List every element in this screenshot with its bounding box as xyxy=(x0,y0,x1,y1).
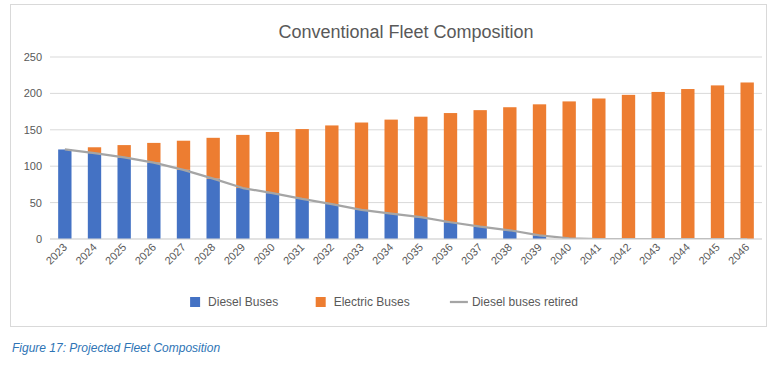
y-tick-label: 50 xyxy=(30,197,42,209)
legend: Diesel Buses Electric Buses Diesel buses r… xyxy=(190,295,578,309)
x-tick-label: 2029 xyxy=(221,241,247,267)
bar xyxy=(355,123,368,210)
bar xyxy=(562,101,575,238)
x-tick-label: 2033 xyxy=(340,241,366,267)
y-tick-label: 0 xyxy=(36,233,42,245)
bar xyxy=(355,210,368,239)
legend-label: Diesel Buses xyxy=(208,295,278,309)
bar xyxy=(117,157,130,239)
bar xyxy=(206,179,219,239)
bar xyxy=(147,143,160,163)
x-tick-label: 2032 xyxy=(310,241,336,267)
bar xyxy=(444,113,457,222)
bar xyxy=(295,129,308,199)
grid-line xyxy=(50,57,762,58)
bar xyxy=(681,89,694,239)
x-tick-label: 2023 xyxy=(43,241,69,267)
x-tick-label: 2043 xyxy=(637,241,663,267)
bar xyxy=(236,188,249,239)
x-tick-label: 2030 xyxy=(251,241,277,267)
bar xyxy=(414,217,427,239)
legend-swatch xyxy=(316,297,326,307)
y-tick-label: 100 xyxy=(24,160,42,172)
bar xyxy=(88,153,101,239)
x-tick-label: 2046 xyxy=(726,241,752,267)
legend-swatch xyxy=(450,301,468,303)
x-tick-label: 2042 xyxy=(607,241,633,267)
x-tick-label: 2024 xyxy=(73,241,99,267)
bar xyxy=(711,85,724,239)
bar xyxy=(622,95,635,239)
bar xyxy=(58,149,71,239)
x-tick-label: 2031 xyxy=(281,241,307,267)
bar xyxy=(473,227,486,239)
legend-label: Diesel buses retired xyxy=(472,295,578,309)
marks xyxy=(58,82,754,239)
bar xyxy=(592,98,605,239)
caption: Figure 17: Projected Fleet Composition xyxy=(12,341,220,355)
line xyxy=(65,149,747,239)
bar xyxy=(295,199,308,239)
chart-svg: Conventional Fleet Composition 0 50 100 150 2… xyxy=(0,0,780,369)
bar xyxy=(266,193,279,239)
bar xyxy=(651,92,664,239)
x-tick-label: 2041 xyxy=(577,241,603,267)
x-tick-label: 2028 xyxy=(192,241,218,267)
x-tick-label: 2025 xyxy=(103,241,129,267)
x-tick-label: 2034 xyxy=(370,241,396,267)
bar xyxy=(503,107,516,230)
chart-frame xyxy=(11,5,767,327)
x-tick-label: 2035 xyxy=(399,241,425,267)
bar xyxy=(384,214,397,239)
bar xyxy=(177,170,190,239)
x-tick-label: 2036 xyxy=(429,241,455,267)
grid-line xyxy=(50,239,762,240)
chart-title: Conventional Fleet Composition xyxy=(278,22,533,42)
bar xyxy=(740,82,753,239)
x-tick-label: 2027 xyxy=(162,241,188,267)
bar xyxy=(444,222,457,239)
bar xyxy=(177,141,190,170)
legend-swatch xyxy=(190,297,200,307)
legend-label: Electric Buses xyxy=(334,295,410,309)
bar xyxy=(117,145,130,157)
x-tick-label: 2026 xyxy=(132,241,158,267)
y-tick-label: 150 xyxy=(24,124,42,136)
x-axis xyxy=(50,239,762,240)
bar xyxy=(206,138,219,179)
x-tick-label: 2040 xyxy=(548,241,574,267)
bar xyxy=(473,110,486,226)
chart-root: Conventional Fleet Composition 0 50 100 150 2… xyxy=(0,0,780,369)
x-tick-label: 2039 xyxy=(518,241,544,267)
bar xyxy=(533,104,546,235)
bar xyxy=(325,125,338,204)
x-tick-label: 2037 xyxy=(459,241,485,267)
x-tick-label: 2045 xyxy=(696,241,722,267)
bar xyxy=(325,204,338,239)
bar xyxy=(147,163,160,239)
x-tick-label: 2044 xyxy=(666,241,692,267)
bar xyxy=(236,135,249,188)
bar xyxy=(266,132,279,193)
bar xyxy=(414,117,427,217)
bar xyxy=(384,120,397,214)
y-tick-label: 250 xyxy=(24,51,42,63)
y-tick-label: 200 xyxy=(24,87,42,99)
x-tick-label: 2038 xyxy=(488,241,514,267)
